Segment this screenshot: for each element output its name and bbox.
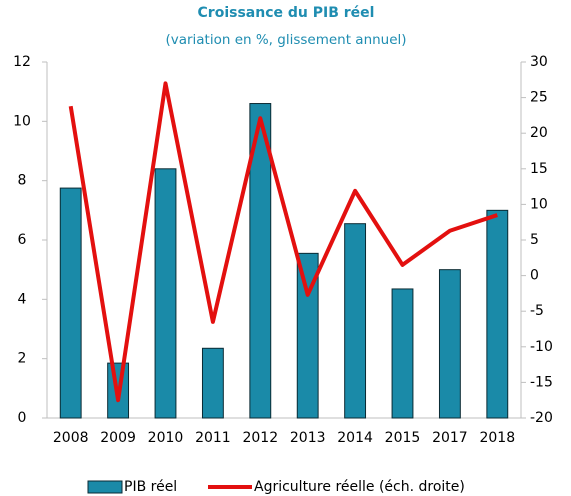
y2-tick-label: -5: [530, 303, 544, 319]
x-tick-label: 2009: [100, 430, 136, 446]
y-tick-label: 10: [13, 113, 31, 129]
y2-tick-label: -15: [530, 374, 553, 390]
bar: [154, 168, 177, 419]
x-tick-label: 2010: [148, 430, 184, 446]
bar: [249, 103, 272, 419]
bar: [391, 288, 414, 419]
bar: [438, 269, 461, 419]
y2-tick-label: 10: [530, 196, 548, 212]
line: [68, 81, 498, 403]
x-tick-label: 2015: [385, 430, 421, 446]
y2-tick-label: 25: [530, 90, 548, 106]
bar: [59, 187, 82, 419]
y2-tick-label: 30: [530, 54, 548, 70]
bar: [344, 223, 367, 419]
legend-label: Agriculture réelle (éch. droite): [254, 479, 465, 495]
legend-label: PIB réel: [124, 479, 177, 495]
y-tick-label: 12: [13, 54, 31, 70]
y2-tick-label: 15: [530, 161, 548, 177]
x-tick-label: 2008: [53, 430, 89, 446]
x-tick-label: 2011: [195, 430, 231, 446]
x-tick-label: 2014: [337, 430, 373, 446]
chart-subtitle: (variation en %, glissement annuel): [165, 32, 406, 48]
y-tick-label: 0: [18, 410, 27, 426]
y-tick-label: 6: [18, 232, 27, 248]
x-tick-label: 2012: [242, 430, 278, 446]
bar: [296, 252, 319, 419]
x-tick-label: 2013: [290, 430, 326, 446]
y-tick-label: 8: [18, 173, 27, 189]
y2-tick-label: 0: [530, 268, 539, 284]
y2-tick-label: -20: [530, 410, 553, 426]
y2-tick-label: -10: [530, 339, 553, 355]
y2-tick-label: 20: [530, 125, 548, 141]
y-tick-label: 4: [18, 291, 27, 307]
x-tick-label: 2017: [432, 430, 468, 446]
legend-swatch: [87, 480, 123, 494]
bar: [201, 347, 224, 419]
x-tick-label: 2018: [479, 430, 515, 446]
y-tick-label: 2: [18, 351, 27, 367]
bar: [486, 209, 509, 419]
y2-tick-label: 5: [530, 232, 539, 248]
chart-title: Croissance du PIB réel: [198, 5, 375, 21]
